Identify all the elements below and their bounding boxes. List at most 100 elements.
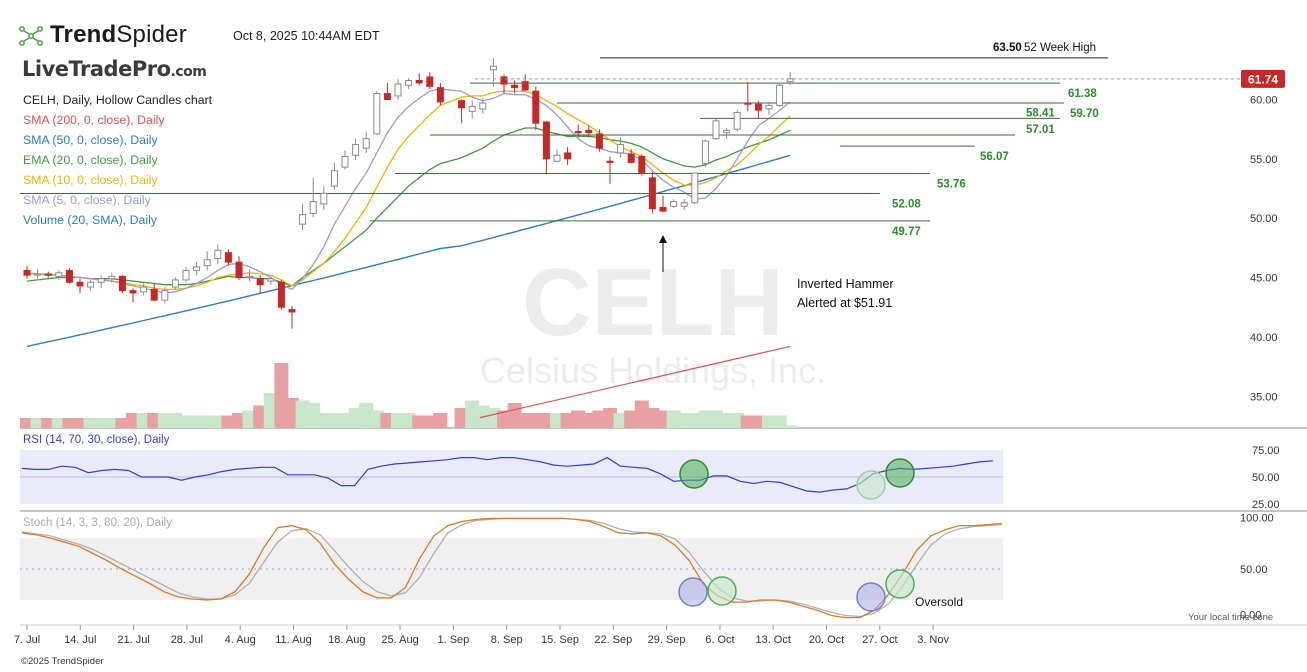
volume-bar: [147, 413, 162, 428]
volume-bar: [709, 410, 723, 428]
candle-body: [776, 84, 784, 106]
volume-bar: [348, 408, 363, 428]
volume-bar: [783, 425, 798, 428]
volume-bar: [316, 413, 331, 428]
volume-bar: [73, 418, 87, 428]
volume-bar: [528, 413, 543, 428]
candle-body: [161, 290, 169, 301]
volume-bar: [242, 410, 257, 428]
level-label: 63.50: [993, 42, 1022, 54]
candle-body: [415, 79, 423, 84]
candle-body: [712, 120, 720, 140]
volume-bar: [221, 415, 236, 428]
legend-item[interactable]: SMA (5, 0, close), Daily: [23, 193, 151, 207]
brand-bold: Trend: [50, 21, 117, 48]
stoch-signal-circle: [678, 577, 708, 607]
candle-body: [193, 266, 201, 271]
candle-body: [617, 144, 625, 154]
volume-bar: [168, 413, 183, 428]
time-tick-label: 11. Aug: [275, 634, 312, 646]
volume-bar: [592, 410, 607, 428]
time-tick-label: 27. Oct: [862, 634, 897, 646]
volume-bar: [497, 410, 511, 428]
candle-body: [362, 138, 370, 149]
candle-body: [744, 102, 752, 105]
legend-item[interactable]: EMA (20, 0, close), Daily: [23, 153, 158, 167]
candle-body: [246, 275, 254, 279]
candle-body: [627, 153, 635, 163]
watermark-site-name: LiveTradePro: [22, 57, 171, 81]
stoch-signal-circle: [707, 576, 737, 606]
volume-bar: [751, 415, 766, 428]
price-tick-label: 55.00: [1250, 154, 1278, 166]
time-tick-label: 13. Oct: [755, 634, 790, 646]
candle-body: [691, 172, 699, 204]
volume-bar: [380, 413, 395, 428]
candle-body: [65, 269, 73, 283]
watermark-company: Celsius Holdings, Inc.: [480, 350, 826, 391]
volume-bar: [285, 398, 299, 428]
volume-bar: [656, 410, 670, 428]
legend-item[interactable]: SMA (200, 0, close), Daily: [23, 113, 165, 127]
candle-body: [595, 133, 603, 149]
level-label: 53.76: [937, 179, 966, 191]
candle-body: [150, 288, 158, 301]
volume-bar: [412, 415, 427, 428]
time-tick-label: 3. Nov: [917, 634, 949, 646]
rsi-signal-circle: [679, 459, 709, 489]
time-tick-label: 25. Aug: [381, 634, 418, 646]
candle-body: [723, 129, 731, 134]
candle-body: [277, 281, 285, 308]
watermark-site: LiveTradePro.com: [22, 57, 207, 81]
candle-body: [129, 290, 137, 294]
candle-body: [224, 252, 232, 263]
candle-body: [701, 140, 709, 165]
stoch-tick-label: 100.00: [1240, 512, 1274, 524]
candle-body: [458, 100, 466, 109]
copyright: ©2025 TrendSpider: [21, 656, 104, 667]
time-tick-label: 15. Sep: [541, 634, 579, 646]
oversold-label: Oversold: [915, 595, 963, 609]
volume-bar: [369, 410, 384, 428]
legend-item[interactable]: SMA (50, 0, close), Daily: [23, 133, 158, 147]
time-tick-label: 29. Sep: [648, 634, 686, 646]
candle-body: [352, 144, 360, 156]
volume-bar: [94, 418, 109, 428]
candle-body: [87, 281, 95, 288]
level-label: 52.08: [892, 199, 921, 211]
ema20-line: [26, 127, 791, 287]
volume-bar: [730, 413, 745, 428]
volume-bar: [295, 400, 310, 428]
candle-body: [648, 177, 656, 210]
current-price-label: 61.74: [1248, 72, 1278, 86]
candle-body: [468, 106, 476, 112]
candle-body: [140, 286, 148, 293]
legend-item[interactable]: CELH, Daily, Hollow Candles chart: [23, 93, 213, 107]
sma200-line: [479, 345, 791, 419]
volume-bar: [200, 415, 215, 428]
time-tick-label: 7. Jul: [14, 634, 40, 646]
price-tick-label: 40.00: [1250, 332, 1278, 344]
candle-body: [320, 192, 328, 205]
candle-body: [564, 152, 572, 160]
candle-body: [182, 269, 190, 281]
watermark-ticker: CELH: [522, 249, 783, 356]
legend-item[interactable]: SMA (10, 0, close), Daily: [23, 173, 158, 187]
candle-body: [765, 104, 773, 110]
volume-bar: [274, 363, 289, 428]
volume-bar: [210, 415, 225, 428]
volume-bar: [41, 418, 56, 428]
volume-bar: [603, 408, 617, 428]
volume-bar: [232, 413, 246, 428]
stoch-tick-label: 50.00: [1240, 564, 1268, 576]
legend-item[interactable]: Volume (20, SMA), Daily: [23, 213, 157, 227]
candle-body: [606, 160, 614, 163]
candle-body: [203, 259, 211, 267]
candle-body: [754, 103, 762, 111]
annotation-text: Alerted at $51.91: [797, 296, 892, 310]
volume-bar: [253, 405, 268, 428]
annotation-text: Inverted Hammer: [797, 277, 894, 291]
candle-body: [786, 78, 794, 83]
rsi-label: RSI (14, 70, 30, close), Daily: [23, 434, 170, 446]
